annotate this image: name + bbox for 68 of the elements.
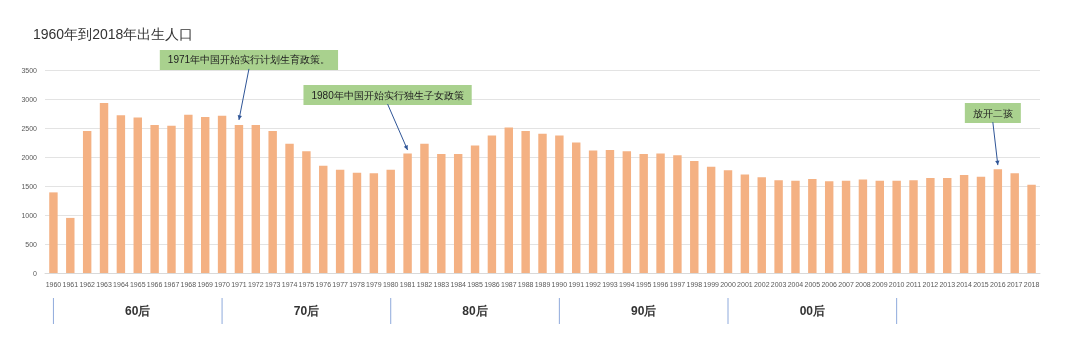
bar [403, 153, 412, 273]
bar [319, 165, 328, 273]
bar [673, 155, 682, 273]
bar [352, 172, 362, 273]
bar [116, 115, 126, 273]
bar [791, 180, 800, 273]
bar [184, 114, 193, 273]
bar [555, 135, 564, 273]
bar [201, 116, 210, 273]
bar [521, 130, 530, 273]
annotation: 放开二孩 [972, 107, 1013, 119]
bar [285, 143, 294, 273]
bar [150, 125, 159, 273]
bar [993, 169, 1003, 273]
bar [976, 176, 986, 273]
bar [639, 154, 648, 273]
bar [437, 154, 446, 273]
bar [234, 125, 244, 273]
bar [487, 135, 497, 273]
bar [99, 103, 109, 273]
bar [943, 177, 952, 273]
bar [824, 181, 834, 273]
bar [656, 153, 665, 273]
text: 80后 [462, 304, 488, 318]
bar [420, 143, 429, 273]
bar [740, 174, 750, 273]
bar [302, 151, 311, 273]
bar [622, 151, 632, 273]
bar [605, 150, 615, 273]
text: 70后 [293, 304, 320, 318]
bar [892, 180, 901, 273]
chart-title: 1960年到2018年出生人口 [33, 26, 194, 42]
bar [217, 115, 227, 273]
bar [757, 177, 766, 273]
bar [470, 145, 480, 273]
bar [453, 154, 463, 273]
bar [723, 170, 733, 273]
bar [875, 180, 884, 273]
bar [841, 180, 851, 273]
bar [49, 192, 58, 273]
text: 90后 [631, 304, 657, 318]
bar [82, 130, 92, 273]
bar [858, 179, 868, 273]
bar [909, 180, 918, 273]
bar [926, 177, 935, 273]
annotation: 1980年中国开始实行独生子女政策 [311, 89, 464, 101]
bar [133, 117, 142, 273]
bar [538, 133, 547, 273]
text: 00后 [799, 304, 826, 318]
bar [1027, 184, 1036, 273]
bar [386, 169, 395, 273]
bar [690, 161, 699, 273]
text: 60后 [125, 304, 151, 318]
bar [1010, 173, 1019, 273]
bar [66, 217, 75, 273]
bar [588, 150, 598, 273]
bar [706, 166, 716, 273]
bar [167, 125, 176, 273]
bar [268, 130, 277, 273]
bar [251, 125, 261, 273]
bar [774, 180, 783, 273]
bar [808, 179, 817, 273]
bar [504, 127, 513, 273]
bar [335, 169, 345, 273]
bar [369, 173, 379, 273]
annotation: 1971年中国开始实行计划生育政策。 [167, 54, 331, 66]
bar [959, 174, 969, 273]
bar [572, 142, 581, 273]
